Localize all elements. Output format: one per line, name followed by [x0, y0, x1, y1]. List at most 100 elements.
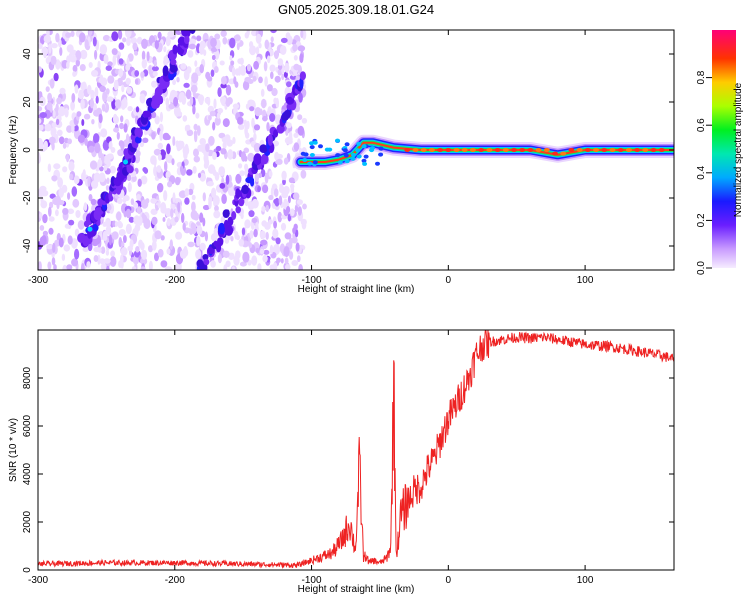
carrier-peak: [494, 148, 501, 152]
noise-speckle: [187, 50, 194, 58]
noise-speckle: [273, 188, 279, 198]
noise-speckle: [154, 40, 159, 50]
noise-speckle: [118, 68, 124, 78]
streak-blob: [283, 109, 291, 119]
noise-speckle: [150, 155, 157, 165]
noise-speckle: [236, 42, 240, 51]
noise-speckle: [106, 265, 110, 270]
noise-speckle: [259, 108, 263, 116]
noise-speckle: [125, 77, 131, 85]
noise-speckle: [184, 197, 190, 205]
carrier-peak: [609, 148, 616, 152]
noise-speckle: [239, 261, 247, 267]
noise-speckle: [289, 251, 294, 260]
noise-speckle: [59, 47, 63, 56]
carrier-peak: [552, 151, 558, 156]
noise-speckle: [111, 98, 116, 110]
noise-speckle: [196, 225, 203, 235]
noise-speckle: [62, 264, 67, 270]
noise-speckle: [288, 131, 293, 141]
noise-speckle: [176, 111, 183, 117]
noise-speckle: [268, 170, 273, 178]
noise-speckle: [213, 66, 219, 73]
carrier-speckle: [363, 154, 369, 159]
noise-speckle: [94, 49, 98, 60]
noise-speckle: [150, 198, 157, 204]
noise-speckle: [297, 114, 303, 121]
carrier-speckle: [350, 156, 356, 161]
noise-speckle: [186, 169, 193, 176]
noise-speckle: [208, 115, 212, 121]
noise-speckle: [80, 98, 85, 110]
noise-speckle: [107, 75, 115, 84]
y-tick-label: 4000: [22, 462, 33, 485]
noise-speckle: [166, 248, 171, 255]
colorbar-tick-label: 0.6: [696, 118, 707, 132]
noise-speckle: [56, 129, 63, 136]
noise-speckle: [230, 235, 234, 242]
noise-speckle: [192, 86, 196, 98]
carrier-peak: [527, 148, 534, 152]
noise-speckle: [262, 254, 268, 263]
carrier-peak: [404, 148, 411, 152]
carrier-peak: [453, 148, 460, 152]
noise-speckle: [248, 210, 255, 218]
noise-speckle: [148, 260, 153, 270]
noise-speckle: [220, 215, 226, 225]
carrier-peak: [625, 148, 632, 152]
streak-blob: [203, 258, 210, 266]
noise-speckle: [246, 30, 250, 37]
noise-speckle: [47, 163, 52, 173]
carrier-peak: [658, 148, 665, 152]
noise-speckle: [153, 148, 161, 156]
noise-speckle: [193, 155, 200, 163]
noise-speckle: [253, 124, 261, 131]
streak-blob: [238, 197, 245, 207]
noise-speckle: [245, 132, 250, 139]
noise-speckle: [243, 119, 247, 128]
noise-speckle: [154, 252, 159, 262]
noise-speckle: [105, 88, 110, 95]
noise-speckle: [299, 53, 304, 64]
noise-speckle: [48, 227, 54, 235]
noise-speckle: [255, 33, 262, 44]
noise-speckle: [238, 66, 242, 76]
noise-speckle: [297, 206, 302, 216]
noise-speckle: [196, 235, 201, 247]
carrier-speckle: [361, 158, 367, 163]
noise-speckle: [263, 249, 270, 255]
noise-speckle: [140, 71, 145, 78]
noise-speckle: [38, 261, 42, 270]
noise-speckle: [125, 133, 130, 144]
noise-speckle: [168, 103, 175, 110]
noise-speckle: [194, 131, 198, 143]
noise-speckle: [120, 254, 124, 264]
noise-speckle: [102, 91, 108, 103]
noise-speckle: [263, 61, 268, 72]
noise-speckle: [62, 207, 69, 215]
noise-speckle: [112, 54, 117, 66]
noise-speckle: [128, 216, 135, 223]
noise-speckle: [178, 93, 183, 103]
noise-speckle: [293, 142, 300, 152]
noise-speckle: [138, 215, 143, 226]
noise-speckle: [225, 98, 231, 107]
noise-speckle: [266, 55, 271, 64]
noise-speckle: [297, 255, 301, 263]
noise-speckle: [215, 145, 222, 152]
noise-speckle: [300, 30, 304, 39]
noise-speckle: [116, 132, 120, 140]
noise-speckle: [186, 129, 194, 137]
noise-speckle: [43, 34, 51, 44]
noise-speckle: [82, 246, 89, 253]
streak-blob: [181, 30, 189, 37]
noise-speckle: [71, 124, 75, 134]
carrier-peak: [601, 148, 608, 152]
noise-speckle: [283, 246, 290, 258]
noise-speckle: [150, 208, 156, 215]
noise-speckle: [284, 232, 292, 240]
noise-speckle: [167, 181, 173, 188]
noise-speckle: [88, 62, 93, 68]
